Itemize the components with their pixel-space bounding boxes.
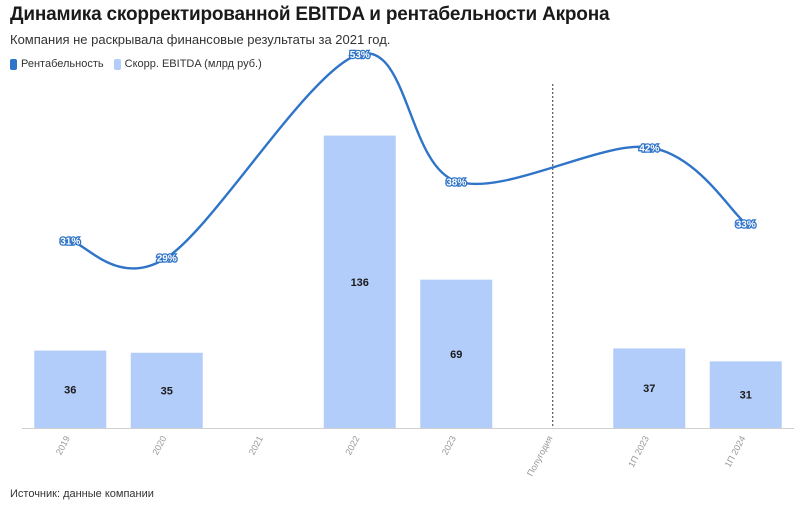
legend-swatch-line — [10, 58, 17, 70]
bar-1 — [130, 352, 203, 428]
bar-label-1: 35 — [161, 385, 173, 397]
chart-title: Динамика скорректированной EBITDA и рент… — [10, 4, 610, 25]
x-tick-5: Полугодия — [525, 434, 555, 478]
bar-label-6: 37 — [643, 383, 655, 395]
x-tick-1: 2020 — [150, 434, 168, 456]
x-tick-6: 1П 2023 — [626, 434, 651, 469]
bar-label-7: 31 — [740, 390, 752, 402]
legend-item-line: Рентабельность — [10, 58, 104, 70]
margin-line — [69, 52, 747, 270]
x-tick-0: 2019 — [54, 434, 72, 456]
chart-subtitle: Компания не раскрывала финансовые резуль… — [10, 32, 391, 47]
legend-swatch-bar — [113, 58, 121, 70]
bar-label-3: 136 — [351, 277, 369, 289]
line-label-1: 29% — [157, 254, 177, 265]
bar-6 — [613, 348, 686, 428]
bar-label-4: 69 — [450, 349, 462, 361]
bar-0 — [34, 350, 107, 428]
legend: Рентабельность Скорр. EBITDA (млрд руб.) — [10, 58, 262, 70]
line-label-3: 53% — [350, 50, 370, 61]
legend-label-bar: Скорр. EBITDA (млрд руб.) — [124, 58, 262, 70]
x-tick-4: 2023 — [440, 434, 458, 456]
bar-4 — [420, 279, 493, 428]
line-label-0: 31% — [60, 237, 80, 248]
line-label-7: 33% — [736, 220, 756, 231]
x-tick-2: 2021 — [247, 434, 265, 456]
bar-label-0: 36 — [64, 384, 76, 396]
legend-item-bar: Скорр. EBITDA (млрд руб.) — [113, 58, 262, 70]
legend-label-line: Рентабельность — [21, 58, 104, 70]
source-note: Источник: данные компании — [10, 488, 154, 500]
bar-3 — [323, 135, 396, 428]
x-tick-7: 1П 2024 — [723, 434, 748, 469]
x-tick-3: 2022 — [343, 434, 361, 456]
line-label-4: 38% — [446, 177, 466, 188]
bar-7 — [709, 361, 782, 428]
line-label-6: 42% — [639, 143, 659, 154]
